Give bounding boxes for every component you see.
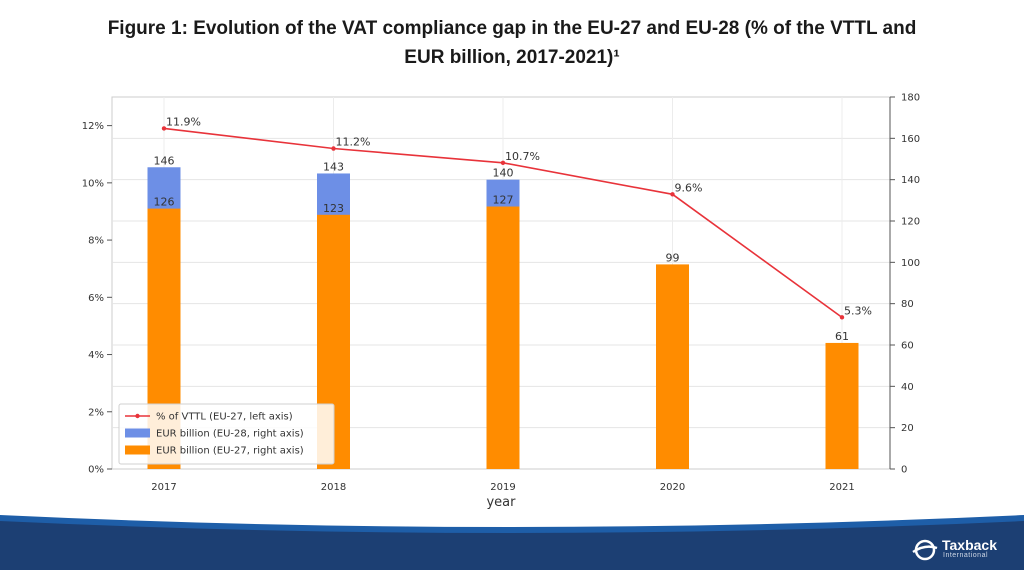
x-axis-tick-label: 2018 (321, 482, 346, 493)
right-axis-tick-label: 80 (901, 299, 914, 310)
bar-eu27 (656, 264, 689, 469)
vat-gap-chart: 0% 2% 4% 6% 8% 10% 12% 0 20 40 60 80 100 120 140 160 180… (82, 93, 920, 511)
vttl-point (331, 146, 336, 151)
right-axis-tick-label: 180 (901, 93, 920, 104)
right-axis-tick-label: 0 (901, 465, 907, 476)
x-axis-tick-label: 2020 (660, 482, 685, 493)
x-axis-tick-label: 2021 (829, 482, 854, 493)
vttl-point-label: 5.3% (844, 304, 872, 317)
footer-band (0, 515, 1024, 570)
bar-eu28-label: 143 (323, 160, 344, 173)
legend-swatch-bar (125, 445, 150, 455)
vttl-point (670, 192, 675, 197)
legend-swatch-bar (125, 428, 150, 438)
left-axis-tick-label: 10% (82, 178, 104, 189)
right-axis-tick-label: 140 (901, 175, 920, 186)
x-axis-label: year (486, 495, 516, 510)
bar-eu27-label: 61 (835, 330, 849, 343)
left-axis-tick-label: 8% (88, 236, 104, 247)
right-axis-tick-label: 160 (901, 134, 920, 145)
x-axis-tick-label: 2019 (490, 482, 515, 493)
left-axis-tick-label: 0% (88, 465, 104, 476)
legend-label: EUR billion (EU-28, right axis) (156, 429, 304, 440)
legend-swatch-marker (135, 413, 140, 419)
right-axis-tick-label: 60 (901, 341, 914, 352)
footer-wave-dark (0, 521, 1024, 570)
vttl-point (161, 126, 167, 131)
chart-title-line-1: Figure 1: Evolution of the VAT complianc… (107, 18, 917, 39)
logo-name: Taxback (942, 537, 997, 553)
left-axis-tick-label: 12% (82, 121, 104, 132)
x-axis-tick-label: 2017 (151, 482, 176, 493)
bar-eu28-label: 140 (493, 167, 514, 180)
right-axis-tick-label: 100 (901, 258, 920, 269)
vttl-point-label: 11.9% (166, 115, 201, 128)
legend-label: % of VTTL (EU-27, left axis) (156, 412, 293, 423)
bar-eu28-label: 146 (154, 154, 175, 167)
bar-eu27-label: 126 (154, 196, 175, 209)
vttl-point (500, 160, 506, 166)
bar-eu27 (486, 206, 520, 470)
bar-eu27-label: 123 (323, 202, 344, 215)
taxback-logo: Taxback International (912, 537, 1002, 563)
vttl-point-label: 9.6% (675, 181, 703, 194)
taxback-globe-icon (912, 539, 938, 561)
left-axis-tick-label: 6% (88, 293, 104, 304)
chart-title-line-2: EUR billion, 2017-2021)¹ (404, 47, 620, 68)
left-axis-tick-label: 4% (88, 350, 104, 361)
legend-label: EUR billion (EU-27, right axis) (156, 446, 304, 457)
vttl-point-label: 10.7% (505, 150, 540, 163)
bar-eu27-label: 99 (666, 251, 680, 264)
left-axis-tick-label: 2% (88, 407, 104, 418)
chart-title: Figure 1: Evolution of the VAT complianc… (0, 14, 1024, 72)
right-axis-tick-label: 20 (901, 423, 914, 434)
logo-subtitle: International (943, 552, 989, 559)
vttl-point (839, 315, 845, 320)
vttl-point-label: 11.2% (336, 136, 371, 149)
bar-eu27 (825, 342, 859, 469)
bar-eu27-label: 127 (493, 194, 514, 207)
right-axis-tick-label: 120 (901, 217, 920, 228)
legend-box (118, 403, 335, 465)
right-axis-tick-label: 40 (901, 382, 914, 393)
